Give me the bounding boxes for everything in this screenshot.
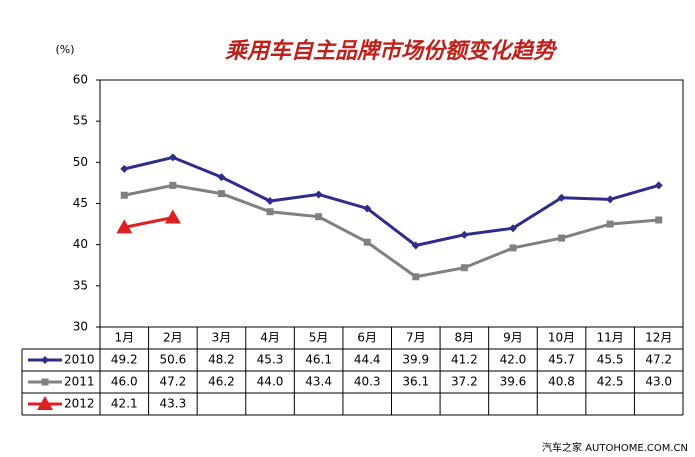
data-point (655, 216, 663, 224)
data-point (509, 244, 517, 252)
table-value: 47.2 (645, 353, 672, 367)
data-point (412, 273, 420, 281)
x-tick-label: 12月 (645, 331, 672, 345)
table-value: 42.0 (500, 353, 527, 367)
table-value: 40.3 (354, 375, 381, 389)
data-point (168, 153, 177, 162)
data-point (606, 220, 614, 228)
data-point (460, 230, 469, 239)
table-value: 46.2 (208, 375, 235, 389)
data-point (363, 204, 372, 213)
table-value: 42.5 (597, 375, 624, 389)
data-point (266, 197, 275, 206)
y-tick-label: 45 (73, 196, 88, 210)
data-point (558, 234, 566, 242)
legend-marker (41, 356, 49, 364)
table-value: 48.2 (208, 353, 235, 367)
table-value: 42.1 (111, 397, 138, 411)
data-point (266, 208, 274, 216)
table-value: 36.1 (402, 375, 429, 389)
data-point (164, 209, 181, 224)
y-axis-label: (%) (55, 43, 74, 56)
legend-label: 2011 (64, 375, 95, 389)
table-value: 43.3 (160, 397, 187, 411)
legend-label: 2010 (64, 353, 95, 367)
table-value: 46.1 (305, 353, 332, 367)
data-point (557, 193, 566, 202)
y-tick-label: 60 (73, 73, 88, 87)
series-line (123, 216, 174, 229)
x-tick-label: 2月 (163, 331, 183, 345)
y-tick-label: 50 (73, 155, 88, 169)
legend-label: 2012 (64, 397, 95, 411)
x-tick-label: 11月 (596, 331, 623, 345)
table-value: 43.4 (305, 375, 332, 389)
plot-frame (99, 79, 684, 328)
data-point (606, 195, 615, 204)
y-tick-label: 30 (73, 320, 88, 334)
data-point (120, 164, 129, 173)
x-tick-label: 5月 (309, 331, 329, 345)
table-value: 44.4 (354, 353, 381, 367)
data-point (508, 224, 517, 233)
y-tick-label: 55 (73, 114, 88, 128)
series-line (123, 155, 660, 248)
data-point (169, 181, 177, 189)
table-value: 45.3 (257, 353, 284, 367)
x-tick-label: 6月 (357, 331, 377, 345)
table-value: 45.5 (597, 353, 624, 367)
x-tick-label: 8月 (455, 331, 475, 345)
data-point (314, 190, 323, 199)
data-point (120, 191, 128, 199)
table-value: 50.6 (160, 353, 187, 367)
table-value: 41.2 (451, 353, 478, 367)
table-value: 49.2 (111, 353, 138, 367)
data-point (460, 264, 468, 272)
legend-marker (41, 378, 49, 386)
legend-marker (37, 396, 53, 410)
y-tick-label: 40 (73, 237, 88, 251)
x-tick-label: 4月 (260, 331, 280, 345)
table-value: 40.8 (548, 375, 575, 389)
x-tick-label: 3月 (212, 331, 232, 345)
table-value: 46.0 (111, 375, 138, 389)
data-point (217, 190, 225, 198)
table-value: 39.6 (500, 375, 527, 389)
table-value: 44.0 (257, 375, 284, 389)
table-value: 39.9 (402, 353, 429, 367)
series-line (123, 183, 659, 279)
data-point (411, 241, 420, 250)
table-value: 45.7 (548, 353, 575, 367)
x-tick-label: 10月 (548, 331, 575, 345)
x-tick-label: 7月 (406, 331, 426, 345)
chart-title: 乘用车自主品牌市场份额变化趋势 (225, 38, 558, 64)
x-tick-label: 1月 (114, 331, 134, 345)
table-value: 43.0 (645, 375, 672, 389)
footer: 汽车之家 AUTOHOME.COM.CN (542, 441, 688, 454)
data-point (363, 238, 371, 246)
x-tick-label: 9月 (503, 331, 523, 345)
data-point (116, 219, 133, 234)
y-tick-label: 35 (73, 278, 88, 292)
data-point (654, 181, 663, 190)
table-value: 47.2 (160, 375, 187, 389)
table-value: 37.2 (451, 375, 478, 389)
data-point (315, 213, 323, 221)
data-point (217, 173, 226, 182)
